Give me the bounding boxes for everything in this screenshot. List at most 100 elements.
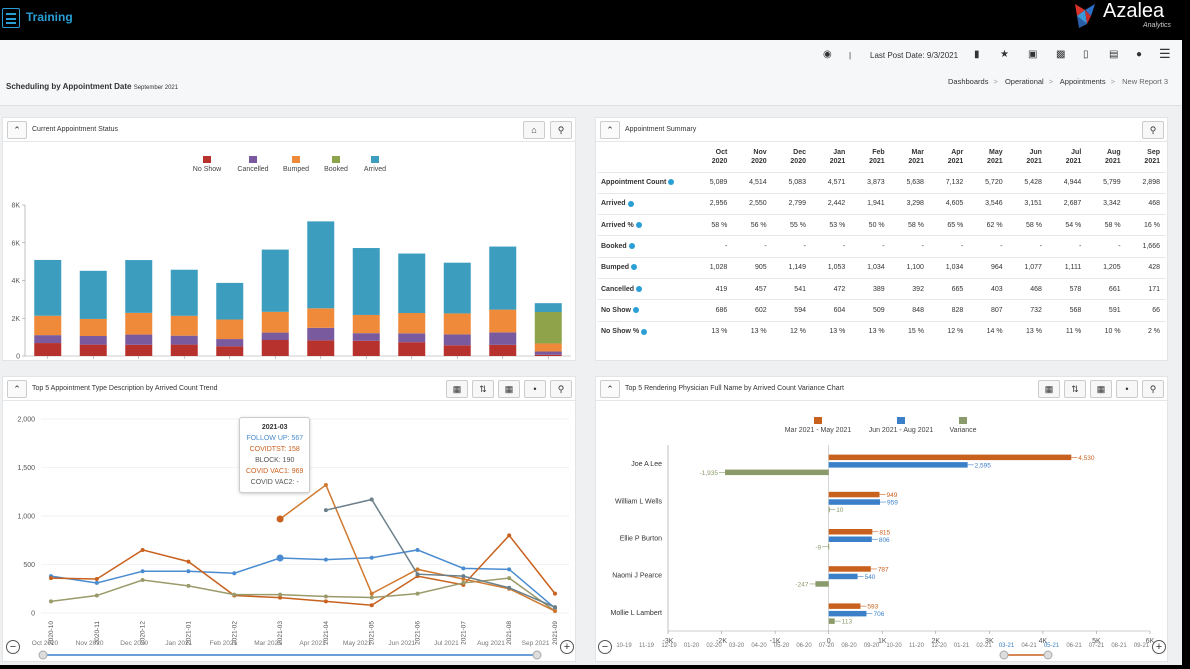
info-icon[interactable]	[641, 328, 648, 335]
table-cell: 604	[811, 299, 852, 322]
home-button[interactable]: ⌂	[523, 121, 545, 139]
header-cell[interactable]: Apr 2021	[947, 149, 964, 166]
x-tick-label: 2021-09	[552, 621, 559, 645]
data-point	[323, 599, 328, 604]
search-button[interactable]: ⚲	[550, 121, 572, 139]
globe-icon[interactable]: ◉	[823, 49, 832, 60]
navigator-label: 02-20	[706, 643, 722, 649]
file-icon[interactable]: ▮	[974, 49, 980, 60]
navigator-label: 05-21	[1044, 643, 1060, 649]
header-cell[interactable]: Jun 2021	[1026, 149, 1042, 166]
legend-item[interactable]: Arrived	[355, 156, 395, 173]
y-tick-label: 500	[23, 562, 35, 569]
info-icon[interactable]	[627, 200, 634, 207]
chevron-up-icon: ⌃	[13, 384, 21, 394]
header-cell[interactable]: Jan 2021	[829, 149, 846, 166]
save-icon[interactable]: ▩	[1056, 49, 1066, 60]
table-cell: 65 %	[929, 214, 970, 236]
info-icon[interactable]	[636, 285, 643, 292]
legend-item[interactable]: Jun 2021 - Aug 2021	[856, 417, 946, 434]
header-cell[interactable]: May 2021	[987, 149, 1003, 166]
table-cell: 1,149	[772, 256, 812, 279]
grid-button[interactable]: ▦	[1090, 380, 1112, 398]
header-cell[interactable]: Jul 2021	[1065, 149, 1082, 166]
navigator-label: 03-21	[999, 643, 1015, 649]
category-label: Mollie L Lambert	[611, 610, 663, 617]
trash-icon[interactable]: ▯	[1083, 49, 1089, 60]
zoom-in-button[interactable]: +	[560, 640, 574, 654]
header-cell[interactable]: Sep 2021	[1144, 149, 1160, 166]
collapse-button[interactable]: ⌃	[600, 380, 620, 398]
folder-icon[interactable]: ▣	[1028, 49, 1038, 60]
collapse-button[interactable]: ⌃	[600, 121, 620, 139]
table-cell: 5,720	[969, 171, 1009, 194]
header-cell[interactable]: Aug 2021	[1105, 149, 1121, 166]
print-icon[interactable]: ▤	[1109, 49, 1119, 60]
panel-header: ⌃ Appointment Summary ⚲	[596, 118, 1167, 142]
bar-segment	[398, 313, 426, 334]
calendar-button[interactable]: ▦	[1038, 380, 1060, 398]
header-cell[interactable]: Mar 2021	[908, 149, 924, 166]
breadcrumb-dashboards[interactable]: Dashboards	[948, 77, 989, 86]
collapse-button[interactable]: ⌃	[7, 380, 27, 398]
sort-button[interactable]: ⇅	[1064, 380, 1086, 398]
header-cell[interactable]: Oct 2020	[711, 149, 728, 166]
table-cell: 16 %	[1126, 214, 1166, 236]
collapse-button[interactable]: ⌃	[7, 121, 27, 139]
zoom-in-button[interactable]: +	[1152, 640, 1166, 654]
menu-icon[interactable]: ☰	[1159, 46, 1171, 61]
legend-item[interactable]: No Show	[187, 156, 227, 173]
legend-item[interactable]: Mar 2021 - May 2021	[773, 417, 863, 434]
info-icon[interactable]: ●	[1136, 49, 1143, 60]
thermometer-icon: •	[1125, 384, 1129, 394]
legend-item[interactable]: Bumped	[276, 156, 316, 173]
zoom-out-button[interactable]: −	[598, 640, 612, 654]
y-tick-label: 6K	[11, 240, 20, 247]
calendar-button[interactable]: ▦	[446, 380, 468, 398]
breadcrumb-operational[interactable]: Operational	[1004, 77, 1044, 86]
data-point	[232, 571, 237, 576]
panel-header: ⌃ Top 5 Appointment Type Description by …	[3, 377, 575, 401]
table-cell: 1,034	[929, 256, 970, 279]
bar	[828, 573, 858, 580]
legend-item[interactable]: Cancelled	[233, 156, 273, 173]
zoom-out-button[interactable]: −	[6, 640, 20, 654]
header-cell[interactable]: Dec 2020	[790, 149, 806, 166]
navigator-label: Feb 2021	[210, 640, 238, 647]
navigator-label: 12-19	[661, 643, 677, 649]
search-button[interactable]: ⚲	[1142, 380, 1164, 398]
sort-button[interactable]: ⇅	[472, 380, 494, 398]
info-icon[interactable]	[631, 264, 637, 271]
table-cell: 1,205	[1087, 256, 1127, 279]
thermometer-button[interactable]: •	[524, 380, 546, 398]
info-icon[interactable]	[635, 221, 642, 228]
navigator-label: 09-20	[864, 643, 880, 649]
legend-label: Jun 2021 - Aug 2021	[868, 427, 934, 434]
table-cell: 1,053	[811, 256, 852, 279]
star-icon[interactable]: ★	[1000, 49, 1009, 60]
navigator-label: 10-20	[886, 643, 902, 649]
table-cell: 403	[969, 277, 1009, 300]
table-cell: 2,687	[1047, 192, 1088, 215]
info-icon[interactable]	[668, 179, 675, 186]
table-cell: 732	[1008, 299, 1048, 322]
legend-item[interactable]: Booked	[316, 156, 356, 173]
info-icon[interactable]	[628, 243, 635, 250]
x-tick-label: 2021-08	[506, 621, 513, 645]
legend-swatch	[897, 417, 905, 424]
grid-button[interactable]: ▦	[498, 380, 520, 398]
current-status-panel: ⌃ Current Appointment Status ⌂ ⚲ No Show…	[2, 117, 576, 361]
search-button[interactable]: ⚲	[1142, 121, 1164, 139]
range-navigator: Oct 2020 Nov 2020 Dec 2020 Jan 2021 Feb 2021…	[32, 640, 550, 647]
main-area: ◉ | Last Post Date: 9/3/2021 ▮ ★ ▣ ▩ ▯ ▤…	[0, 40, 1182, 665]
thermometer-button[interactable]: •	[1116, 380, 1138, 398]
navigator-label: 07-21	[1089, 643, 1105, 649]
legend-item[interactable]: Variance	[918, 417, 1008, 434]
table-cell: -	[694, 235, 734, 258]
breadcrumb-appointments[interactable]: Appointments	[1059, 77, 1106, 86]
search-button[interactable]: ⚲	[550, 380, 572, 398]
info-icon[interactable]	[632, 307, 639, 314]
header-cell[interactable]: Feb 2021	[869, 149, 885, 166]
hamburger-menu-icon[interactable]	[2, 8, 20, 28]
header-cell[interactable]: Nov 2020	[751, 149, 767, 166]
